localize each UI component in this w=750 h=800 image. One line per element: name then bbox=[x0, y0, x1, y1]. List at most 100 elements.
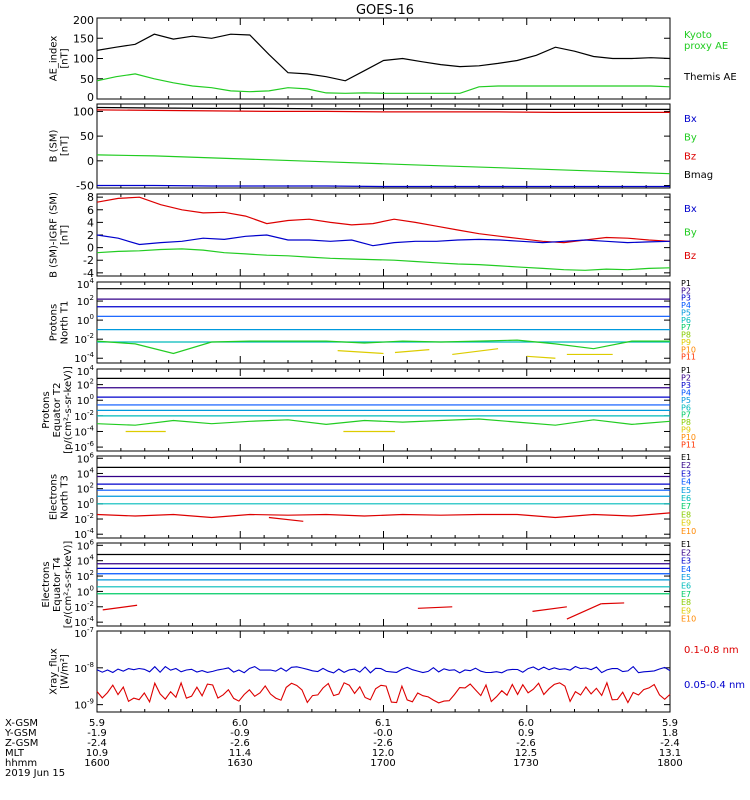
channel-noisy-line bbox=[96, 418, 671, 426]
series-line-bz bbox=[96, 109, 670, 114]
y-axis-label: [W/m²] bbox=[60, 654, 71, 689]
legend-item: E8 bbox=[681, 510, 691, 519]
legend-item: E2 bbox=[681, 461, 691, 470]
x-axis-value: -2.6 bbox=[230, 738, 250, 749]
y-axis-label: Electrons bbox=[49, 474, 60, 520]
y-tick-label: -2 bbox=[83, 254, 94, 267]
legend-item: E8 bbox=[681, 598, 691, 607]
panel-frame-2 bbox=[96, 193, 671, 277]
x-axis-value: 13.1 bbox=[659, 748, 681, 759]
y-axis-label: Protons bbox=[49, 304, 60, 341]
y-tick-label: 6 bbox=[87, 204, 94, 217]
x-axis-value: -0.0 bbox=[373, 728, 393, 739]
y-tick-label: -50 bbox=[76, 180, 94, 193]
y-tick-label: 4 bbox=[87, 216, 94, 229]
y-tick-label: 8 bbox=[87, 191, 94, 204]
y-tick-label: 100 bbox=[77, 393, 94, 407]
legend-item: E4 bbox=[681, 478, 691, 487]
series-line-0.1-0.8nm bbox=[96, 681, 671, 704]
legend-item: E3 bbox=[681, 557, 691, 566]
legend-item: P10 bbox=[681, 433, 696, 442]
legend-item: P5 bbox=[681, 308, 691, 317]
series-line-0.05-0.4nm bbox=[96, 665, 671, 674]
channel-fragment-3 bbox=[566, 603, 602, 620]
y-axis-label: [e/(cm²-s-sr-keV)] bbox=[63, 541, 74, 629]
y-tick-label: 104 bbox=[77, 364, 95, 378]
x-axis-value: 1600 bbox=[84, 758, 109, 769]
y-axis-label: Protons bbox=[41, 391, 52, 428]
y-tick-label: 104 bbox=[77, 554, 95, 568]
legend-item: P8 bbox=[681, 331, 691, 340]
legend-item: P5 bbox=[681, 396, 691, 405]
legend-item: Bz bbox=[684, 151, 696, 162]
y-tick-label: 102 bbox=[77, 378, 94, 392]
series-line-by bbox=[96, 248, 671, 271]
legend-item: P6 bbox=[681, 403, 691, 412]
x-axis-value: 6.0 bbox=[232, 718, 248, 729]
plot-title: GOES-16 bbox=[356, 3, 414, 18]
y-tick-label: 50 bbox=[80, 73, 94, 86]
channel-fragment-0 bbox=[337, 350, 384, 355]
y-tick-label: 104 bbox=[77, 466, 95, 480]
x-axis-row-label: hhmm bbox=[5, 758, 37, 769]
y-axis-label: AE_index bbox=[49, 36, 60, 82]
x-axis-value: -0.9 bbox=[230, 728, 250, 739]
y-tick-label: 102 bbox=[77, 294, 94, 308]
panel-frame-1 bbox=[96, 103, 671, 189]
legend-item: E7 bbox=[681, 502, 691, 511]
legend-item: E3 bbox=[681, 469, 691, 478]
y-tick-label: 10-2 bbox=[74, 600, 94, 614]
legend-item: Bx bbox=[684, 114, 697, 125]
y-tick-label: 100 bbox=[77, 584, 94, 598]
legend-item: P2 bbox=[681, 286, 691, 295]
x-axis-value: -2.6 bbox=[516, 738, 536, 749]
legend-item: Bz bbox=[684, 251, 696, 262]
panel-frame-6 bbox=[96, 542, 671, 627]
channel-fragment-2 bbox=[532, 606, 567, 612]
legend-item: By bbox=[684, 227, 697, 238]
legend-item: P3 bbox=[681, 294, 691, 303]
y-tick-label: 10-2 bbox=[74, 409, 94, 423]
y-tick-label: 0 bbox=[87, 242, 94, 255]
legend-item: P7 bbox=[681, 323, 691, 332]
y-tick-label: 10-4 bbox=[74, 351, 94, 365]
x-axis-value: 1700 bbox=[370, 758, 395, 769]
y-tick-label: 100 bbox=[73, 105, 94, 118]
channel-fragment-0 bbox=[102, 604, 138, 611]
y-tick-label: 2 bbox=[87, 229, 94, 242]
x-axis-value: -1.9 bbox=[87, 728, 107, 739]
y-axis-label: North T3 bbox=[60, 475, 71, 519]
y-tick-label: 102 bbox=[77, 569, 94, 583]
legend-item: P3 bbox=[681, 381, 691, 390]
legend-item: E5 bbox=[681, 573, 691, 582]
legend-item: E6 bbox=[681, 494, 691, 503]
y-tick-label: 10-2 bbox=[74, 512, 94, 526]
y-axis-label: B (SM)-IGRF (SM) bbox=[49, 192, 60, 278]
legend-item: P2 bbox=[681, 373, 691, 382]
panel-frame-0 bbox=[96, 17, 671, 100]
legend-item: P1 bbox=[681, 366, 691, 375]
legend-item: P8 bbox=[681, 418, 691, 427]
x-axis-value: 6.1 bbox=[375, 718, 391, 729]
legend-item: E9 bbox=[681, 519, 691, 528]
channel-noisy-line bbox=[96, 339, 670, 355]
legend-item: P9 bbox=[681, 338, 691, 347]
y-tick-label: 100 bbox=[73, 53, 94, 66]
channel-fragment-1 bbox=[417, 606, 453, 609]
x-axis-value: 12.5 bbox=[515, 748, 537, 759]
legend-item: P4 bbox=[681, 388, 691, 397]
x-axis-value: 5.9 bbox=[662, 718, 678, 729]
x-axis-value: 1.8 bbox=[662, 728, 678, 739]
x-axis-value: 12.0 bbox=[372, 748, 394, 759]
legend-item: P1 bbox=[681, 279, 691, 288]
y-tick-label: 10-8 bbox=[74, 661, 94, 675]
y-axis-label: [nT] bbox=[60, 48, 71, 68]
x-axis-row-label: Z-GSM bbox=[5, 738, 38, 749]
y-axis-label: B (SM) bbox=[49, 129, 60, 162]
x-axis-value: -2.4 bbox=[87, 738, 107, 749]
x-axis-value: 1730 bbox=[513, 758, 538, 769]
y-tick-label: 0 bbox=[87, 155, 94, 168]
y-tick-label: 10-7 bbox=[74, 626, 94, 640]
